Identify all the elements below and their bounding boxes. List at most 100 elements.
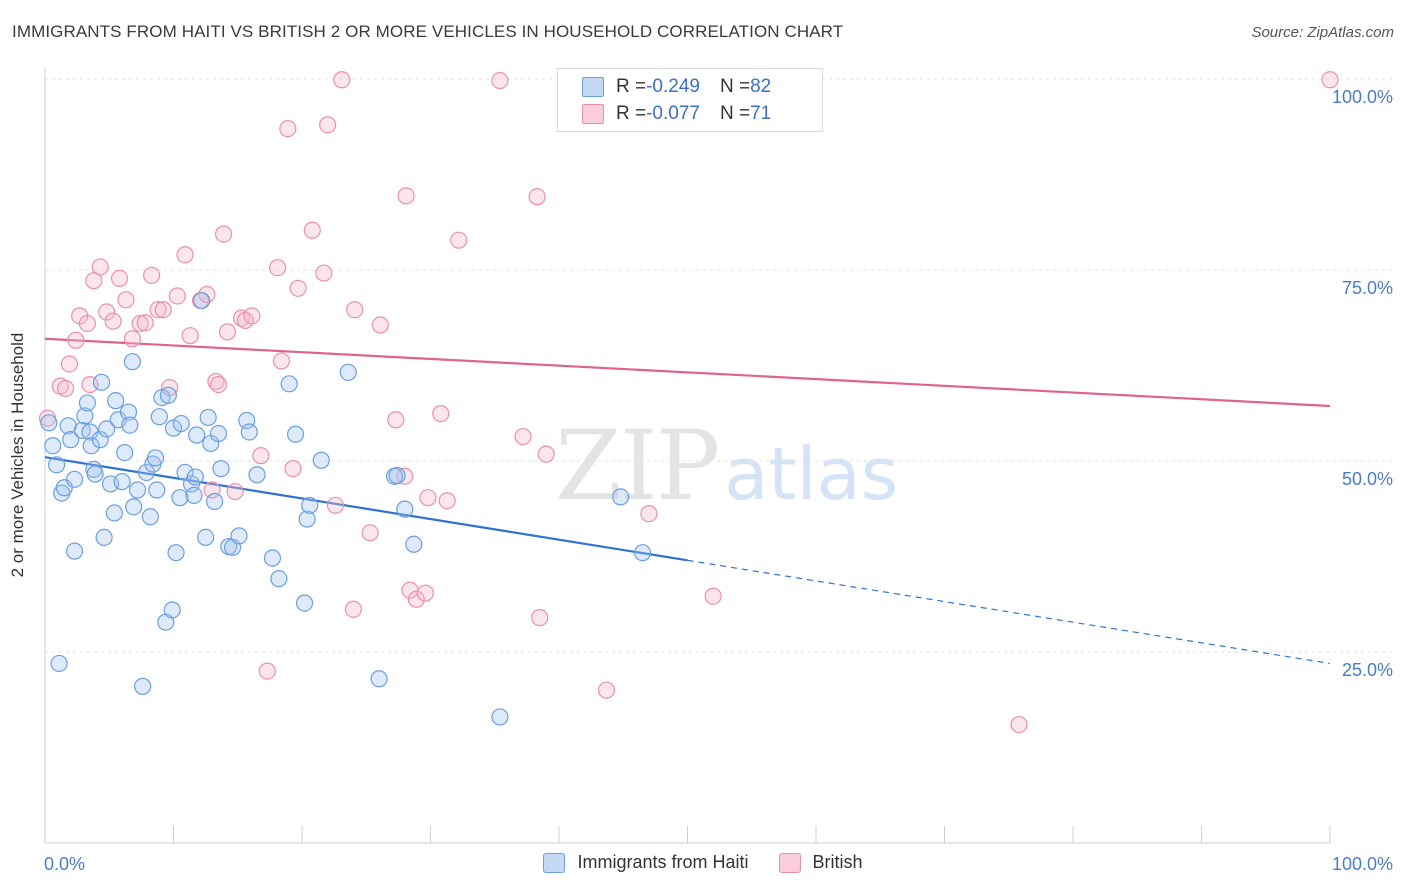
point-haiti	[612, 488, 630, 506]
watermark: ZIPatlas	[555, 410, 898, 522]
y-tick-label: 100.0%	[1332, 87, 1393, 107]
point-british	[333, 71, 351, 89]
point-british	[289, 279, 307, 297]
point-haiti	[65, 470, 84, 488]
legend-n-value-british: 71	[750, 103, 772, 124]
legend-item-haiti[interactable]: Immigrants from Haiti	[543, 852, 749, 873]
point-haiti	[65, 542, 84, 560]
point-british	[117, 291, 135, 309]
points-haiti	[40, 291, 652, 726]
legend-label-haiti: Immigrants from Haiti	[577, 852, 749, 872]
point-british	[78, 314, 97, 333]
point-haiti	[209, 424, 228, 443]
point-haiti	[50, 654, 68, 673]
point-british	[98, 303, 116, 321]
point-british	[438, 492, 456, 510]
point-british	[60, 355, 79, 373]
point-haiti	[193, 291, 211, 310]
point-haiti	[116, 443, 134, 462]
point-haiti	[92, 373, 111, 391]
points-british	[38, 71, 1339, 734]
point-haiti	[370, 670, 388, 688]
point-haiti	[171, 489, 189, 507]
point-british	[67, 331, 85, 349]
point-haiti	[86, 465, 104, 483]
point-haiti	[119, 403, 138, 421]
point-british	[136, 314, 154, 332]
trend-haiti-solid	[44, 456, 688, 562]
point-british	[344, 600, 362, 618]
point-haiti	[125, 498, 143, 516]
point-british	[1321, 71, 1339, 89]
point-british	[1010, 715, 1028, 734]
legend-r-value-british: -0.077	[646, 103, 700, 124]
axes	[44, 68, 1331, 844]
legend-n-label: N =	[719, 76, 751, 97]
point-haiti	[148, 481, 166, 499]
point-british	[110, 269, 129, 288]
point-haiti	[295, 594, 314, 612]
point-british	[123, 330, 141, 348]
point-british	[104, 312, 122, 330]
trend-haiti-dashed	[687, 559, 1331, 665]
point-haiti	[40, 414, 58, 432]
point-haiti	[405, 535, 423, 553]
point-haiti	[280, 375, 298, 393]
point-british	[91, 258, 109, 276]
point-haiti	[172, 414, 190, 433]
legend-row-haiti: R = -0.249 N = 82	[582, 74, 771, 100]
point-british	[432, 405, 450, 423]
point-british	[252, 447, 270, 465]
point-haiti	[185, 486, 203, 504]
point-haiti	[298, 510, 316, 528]
point-british	[704, 587, 722, 605]
point-haiti	[199, 408, 217, 427]
legend-item-british[interactable]: British	[778, 852, 863, 873]
point-british	[419, 489, 437, 507]
point-haiti	[146, 449, 165, 467]
trend-line-british	[44, 337, 1331, 408]
point-british	[371, 316, 389, 334]
x-tick-label: 0.0%	[44, 854, 85, 874]
point-haiti	[188, 426, 206, 444]
trend-british-solid	[44, 337, 1331, 408]
legend-swatch-haiti	[543, 852, 566, 873]
point-haiti	[47, 456, 66, 474]
point-british	[272, 352, 291, 370]
point-haiti	[270, 570, 288, 588]
chart-title: IMMIGRANTS FROM HAITI VS BRITISH 2 OR MO…	[12, 22, 844, 41]
point-haiti	[134, 677, 152, 695]
point-british	[218, 323, 237, 341]
point-haiti	[91, 431, 109, 449]
point-haiti	[98, 420, 116, 438]
point-british	[279, 120, 297, 138]
point-haiti	[388, 466, 406, 485]
point-haiti	[197, 528, 215, 547]
point-haiti	[113, 473, 131, 491]
y-tick-labels: 25.0% 50.0% 75.0% 100.0%	[1332, 87, 1393, 680]
point-british	[537, 445, 555, 463]
point-british	[168, 287, 186, 305]
point-british	[528, 188, 546, 206]
point-british	[640, 505, 658, 523]
point-haiti	[286, 425, 305, 443]
y-tick-label: 75.0%	[1342, 278, 1393, 298]
point-haiti	[44, 437, 62, 455]
point-haiti	[491, 708, 509, 726]
point-haiti	[150, 408, 168, 426]
point-haiti	[107, 392, 125, 410]
stats-legend: R = -0.249 N = 82 R = -0.077 N = 71	[557, 68, 823, 132]
point-british	[215, 225, 233, 243]
point-haiti	[396, 500, 414, 518]
point-british	[131, 314, 149, 333]
point-haiti	[163, 601, 181, 619]
point-haiti	[186, 468, 204, 486]
point-british	[143, 266, 161, 284]
point-haiti	[82, 437, 100, 455]
point-british	[85, 272, 103, 290]
point-haiti	[230, 527, 248, 545]
point-british	[531, 609, 549, 627]
point-haiti	[78, 394, 97, 412]
point-haiti	[339, 363, 357, 381]
